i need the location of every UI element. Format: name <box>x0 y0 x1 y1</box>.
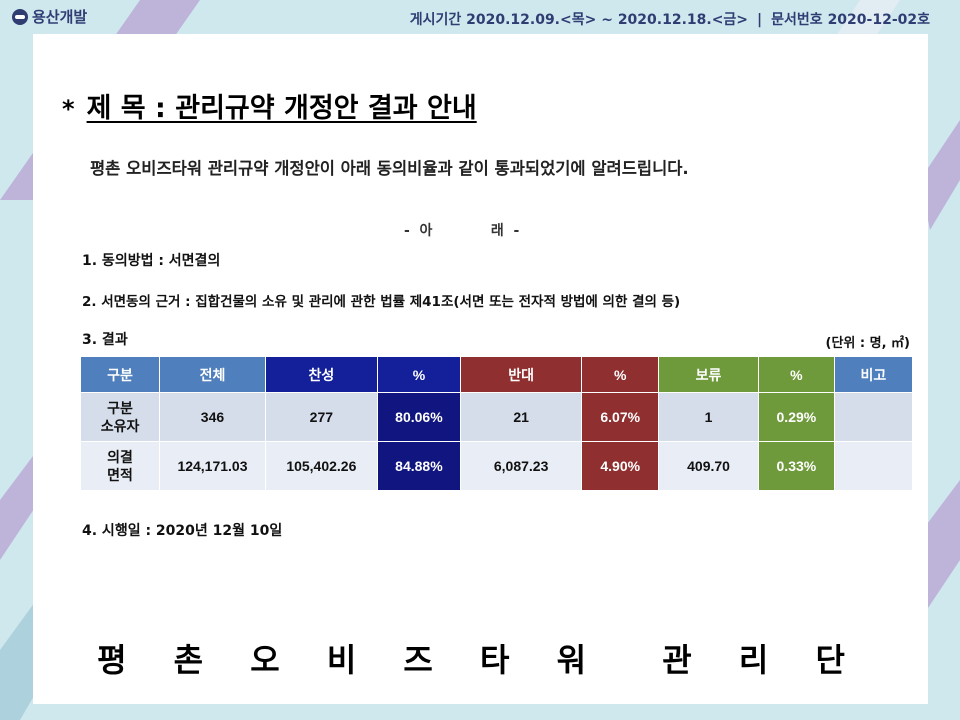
row-label-line: 의결 <box>107 449 133 465</box>
cell-oppose-percent: 4.90% <box>581 441 660 491</box>
cell-approve-percent: 80.06% <box>376 392 462 442</box>
result-table: 구분 전체 찬성 % 반대 % 보류 % 비고 구분 소유자 346 277 8… <box>79 356 914 491</box>
row-label-line: 면적 <box>107 467 133 483</box>
table-header-row: 구분 전체 찬성 % 반대 % 보류 % 비고 <box>79 356 914 393</box>
logo-text: 용산개발 <box>32 8 88 26</box>
cell-approve-percent: 84.88% <box>376 441 462 491</box>
table-row: 구분 소유자 346 277 80.06% 21 6.07% 1 0.29% <box>79 392 914 442</box>
posting-period: 게시기간 2020.12.09.<목> ~ 2020.12.18.<금> <box>409 12 749 28</box>
header-category: 구분 <box>79 356 161 393</box>
item-legal-basis: 2. 서면동의 근거 : 집합건물의 소유 및 관리에 관한 법률 제41조(서… <box>82 294 681 310</box>
cell-abstain: 409.70 <box>658 441 759 491</box>
cell-oppose: 21 <box>460 392 583 442</box>
cell-approve: 105,402.26 <box>264 441 378 491</box>
footer-signature: 평 촌 오 비 즈 타 워 관 리 단 <box>97 641 863 679</box>
table-row: 의결 면적 124,171.03 105,402.26 84.88% 6,087… <box>79 441 914 491</box>
cell-abstain: 1 <box>658 392 759 442</box>
header-oppose-percent: % <box>581 356 660 393</box>
logo-icon <box>12 8 28 25</box>
separator: | <box>757 12 763 28</box>
header-approve-percent: % <box>376 356 462 393</box>
header-abstain-percent: % <box>757 356 835 393</box>
unit-note: (단위 : 명, ㎡) <box>825 336 910 351</box>
item-effective-date: 4. 시행일 : 2020년 12월 10일 <box>82 523 283 539</box>
top-header-bar: 용산개발 게시기간 2020.12.09.<목> ~ 2020.12.18.<금… <box>0 0 960 34</box>
cell-remarks <box>833 392 914 442</box>
title-text: 제 목 : 관리규약 개정안 결과 안내 <box>86 93 477 124</box>
cell-remarks <box>833 441 914 491</box>
document-info: 게시기간 2020.12.09.<목> ~ 2020.12.18.<금> | 문서번… <box>410 9 930 29</box>
header-remarks: 비고 <box>833 356 914 393</box>
title-bullet: * <box>62 95 75 123</box>
cell-abstain-percent: 0.29% <box>757 392 835 442</box>
cell-oppose: 6,087.23 <box>460 441 583 491</box>
header-abstain: 보류 <box>658 356 759 393</box>
header-total: 전체 <box>159 356 266 393</box>
cell-total: 346 <box>159 392 266 442</box>
cell-oppose-percent: 6.07% <box>581 392 660 442</box>
cell-total: 124,171.03 <box>159 441 266 491</box>
row-label: 의결 면적 <box>79 441 161 491</box>
header-oppose: 반대 <box>460 356 583 393</box>
row-label-line: 구분 <box>107 400 133 416</box>
row-label: 구분 소유자 <box>79 392 161 442</box>
intro-text: 평촌 오비즈타워 관리규약 개정안이 아래 동의비율과 같이 통과되었기에 알려… <box>90 159 689 178</box>
item-consent-method: 1. 동의방법 : 서면결의 <box>82 253 221 269</box>
notice-title: * 제 목 : 관리규약 개정안 결과 안내 <box>62 86 477 125</box>
company-logo: 용산개발 <box>12 6 87 27</box>
item-result: 3. 결과 <box>82 332 128 348</box>
cell-abstain-percent: 0.33% <box>757 441 835 491</box>
section-marker: - 아 래 - <box>404 223 520 239</box>
document-number: 문서번호 2020-12-02호 <box>771 12 930 28</box>
row-label-line: 소유자 <box>100 418 140 434</box>
cell-approve: 277 <box>264 392 378 442</box>
header-approve: 찬성 <box>264 356 378 393</box>
